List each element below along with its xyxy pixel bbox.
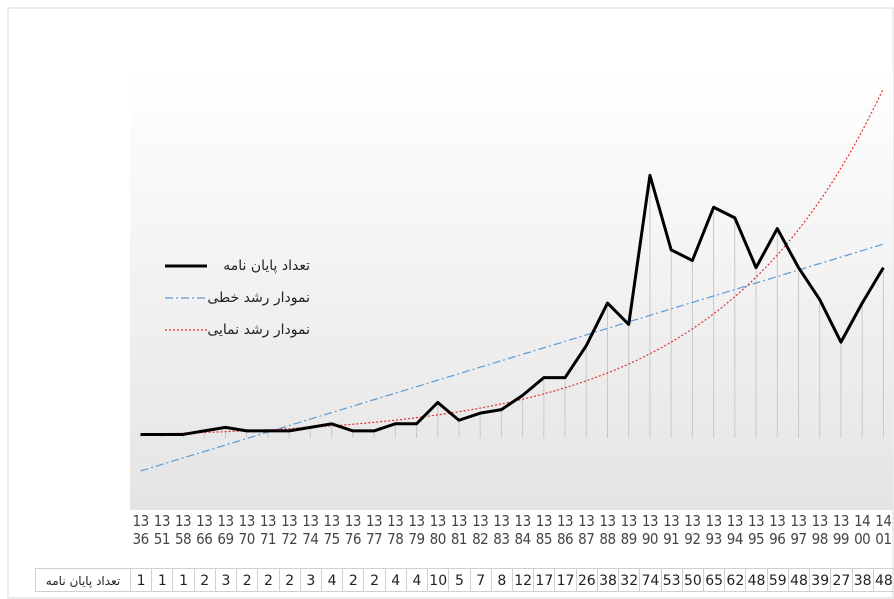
table-cell: 5: [448, 568, 470, 592]
x-tick-label: 1380: [429, 512, 447, 548]
x-tick-label: 1390: [641, 512, 659, 548]
table-cell: 3: [299, 568, 321, 592]
plot-area: [130, 70, 893, 510]
table-cell: 50: [681, 568, 703, 592]
x-tick-label: 1391: [663, 512, 680, 548]
x-tick-label: 1381: [450, 512, 468, 548]
x-tick-label: 1369: [217, 512, 234, 548]
x-tick-label: 1400: [854, 512, 871, 548]
x-tick-label: 1384: [514, 512, 532, 548]
x-tick-label: 1382: [472, 512, 489, 548]
table-cell: 10: [427, 568, 449, 592]
x-tick-label: 1366: [196, 512, 213, 548]
table-cell: 48: [787, 568, 810, 592]
table-cell: 59: [766, 568, 788, 592]
table-cell: 62: [724, 568, 746, 592]
x-tick-label: 1377: [365, 512, 383, 548]
x-tick-label: 1351: [153, 512, 171, 548]
x-tick-label: 1379: [408, 512, 425, 548]
table-cell: 26: [575, 568, 597, 592]
x-tick-label: 1378: [387, 512, 404, 548]
x-tick-label: 1398: [811, 512, 829, 548]
table-cell: 17: [554, 568, 576, 592]
legend-label: نمودار رشد خطی: [207, 290, 310, 306]
x-tick-label: 1376: [344, 512, 362, 548]
x-tick-label: 1399: [832, 512, 850, 548]
x-tick-label: 1370: [238, 512, 256, 548]
table-cell: 12: [512, 568, 534, 592]
table-cell: 74: [639, 568, 661, 592]
table-cell: 53: [660, 568, 682, 592]
x-tick-label: 1383: [493, 512, 510, 548]
x-tick-label: 1388: [599, 512, 616, 548]
trendline: [140, 243, 884, 472]
table-row-header: تعداد پایان نامه: [35, 568, 130, 592]
table-cell: 2: [363, 568, 385, 592]
table-cell: 39: [809, 568, 831, 592]
x-tick-label: 1395: [747, 512, 765, 548]
x-tick-label: 1358: [174, 512, 192, 548]
x-tick-label: 1371: [259, 512, 277, 548]
x-tick-label: 1372: [281, 512, 298, 548]
x-tick-label: 1387: [578, 512, 595, 548]
table-cell: 38: [596, 568, 619, 592]
table-cell: 27: [830, 568, 852, 592]
table-cell: 3: [214, 568, 237, 592]
table-cell: 1: [130, 568, 152, 592]
table-cell: 4: [384, 568, 406, 592]
table-cell: 48: [872, 568, 894, 592]
table-cell: 38: [851, 568, 873, 592]
x-tick-label: 1336: [132, 512, 150, 548]
x-tick-label: 1394: [726, 512, 744, 548]
legend-label: نمودار رشد نمایی: [207, 322, 310, 338]
table-cell: 4: [321, 568, 343, 592]
table-cell: 17: [533, 568, 555, 592]
data-line: [140, 173, 885, 436]
table-cell: 2: [278, 568, 300, 592]
table-cell: 2: [193, 568, 215, 592]
table-cell: 2: [342, 568, 364, 592]
table-cell: 65: [703, 568, 725, 592]
table-cell: 8: [490, 568, 512, 592]
table-cell: 2: [257, 568, 279, 592]
table-cell: 7: [469, 568, 491, 592]
x-tick-label: 1401: [875, 512, 892, 548]
table-cell: 4: [405, 568, 428, 592]
x-tick-label: 1393: [705, 512, 723, 548]
table-cell: 1: [172, 568, 194, 592]
x-tick-label: 1397: [790, 512, 807, 548]
x-tick-label: 1374: [302, 512, 319, 548]
table-cell: 32: [618, 568, 640, 592]
x-tick-label: 1389: [620, 512, 638, 548]
x-tick-label: 1392: [684, 512, 701, 548]
x-tick-label: 1375: [323, 512, 341, 548]
table-cell: 48: [745, 568, 767, 592]
legend-label: تعداد پایان نامه: [223, 258, 310, 274]
table-cell: 2: [236, 568, 258, 592]
x-tick-label: 1386: [556, 512, 574, 548]
table-cell: 1: [151, 568, 173, 592]
x-tick-label: 1396: [769, 512, 786, 548]
x-tick-label: 1385: [535, 512, 553, 548]
